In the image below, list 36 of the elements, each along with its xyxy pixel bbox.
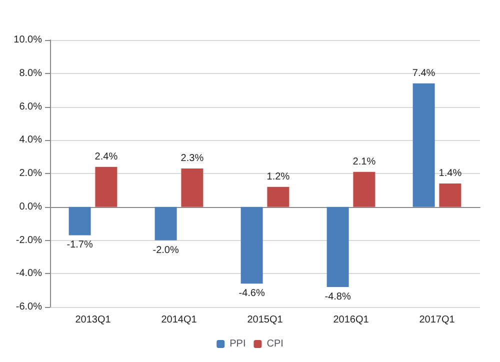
data-label: 2.1% — [352, 156, 376, 168]
bar — [412, 83, 435, 207]
x-tick-label: 2016Q1 — [333, 314, 370, 326]
y-tick-label: 10.0% — [14, 34, 42, 46]
data-label: -2.0% — [152, 244, 179, 256]
data-label: 7.4% — [412, 68, 436, 79]
y-tick-label: 8.0% — [19, 68, 42, 79]
y-tick-label: 4.0% — [19, 134, 42, 146]
bar — [95, 166, 118, 207]
bar — [267, 186, 290, 207]
data-label: -4.8% — [324, 291, 351, 302]
legend-label: PPI — [230, 338, 246, 350]
bar — [181, 168, 204, 207]
x-tick-label: 2017Q1 — [419, 314, 456, 326]
bar — [353, 172, 376, 207]
x-tick-label: 2015Q1 — [247, 314, 284, 326]
data-label: 2.4% — [94, 151, 118, 162]
x-tick-label: 2013Q1 — [75, 314, 112, 326]
y-tick-label: -4.0% — [16, 268, 42, 280]
data-label: -1.7% — [66, 240, 93, 251]
data-label: 1.4% — [438, 168, 462, 180]
x-tick-label: 2014Q1 — [161, 314, 198, 326]
y-tick-label: 6.0% — [19, 101, 42, 112]
bar — [326, 206, 349, 287]
bar — [240, 206, 263, 284]
data-label: -4.6% — [238, 288, 265, 300]
data-label: 2.3% — [180, 152, 204, 164]
data-label: 1.2% — [266, 171, 290, 182]
y-tick-label: 2.0% — [19, 168, 42, 179]
bar — [154, 206, 177, 240]
bar — [439, 184, 462, 207]
y-tick-label: -2.0% — [16, 234, 42, 246]
y-tick-label: 0.0% — [19, 201, 42, 212]
y-tick-label: -6.0% — [16, 302, 42, 312]
bar — [68, 206, 91, 236]
legend-label: CPI — [266, 338, 284, 350]
